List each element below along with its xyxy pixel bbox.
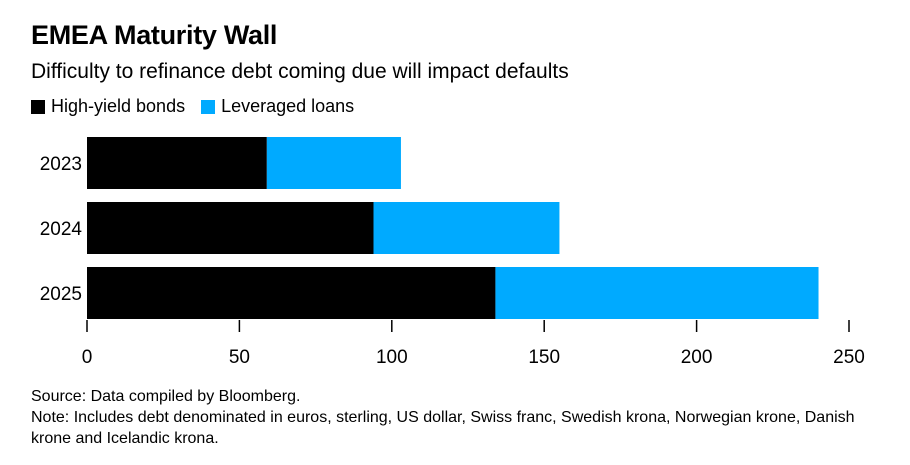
chart-title: EMEA Maturity Wall <box>31 20 278 50</box>
x-tick-label-100: 100 <box>376 347 408 368</box>
x-tick-label-0: 0 <box>82 347 93 368</box>
bar-2024-leveraged-loans <box>373 202 560 254</box>
legend-label-leveraged-loans: Leveraged loans <box>221 96 355 116</box>
chart-footer: Source: Data compiled by Bloomberg. Note… <box>31 386 891 449</box>
x-tick-label-50: 50 <box>229 347 250 368</box>
x-tick-label-250: 250 <box>833 347 865 368</box>
legend-label-high-yield: High-yield bonds <box>51 96 186 116</box>
legend-swatch-high-yield <box>31 99 45 114</box>
x-tick-label-200: 200 <box>681 347 713 368</box>
x-tick-label-150: 150 <box>528 347 560 368</box>
legend-swatch-leveraged-loans <box>201 99 216 114</box>
source-text: Source: Data compiled by Bloomberg. <box>31 388 301 405</box>
chart-subtitle: Difficulty to refinance debt coming due … <box>31 60 569 83</box>
y-tick-label-2025: 2025 <box>40 284 82 305</box>
legend-item-leveraged-loans: Leveraged loans <box>201 96 354 117</box>
bar-2023-high-yield <box>87 137 267 189</box>
y-tick-label-2024: 2024 <box>40 219 83 240</box>
legend-item-high-yield: High-yield bonds <box>31 96 185 117</box>
bar-2023-leveraged-loans <box>266 137 401 189</box>
bar-2025-leveraged-loans <box>495 267 819 319</box>
bar-2024-high-yield <box>87 202 374 254</box>
y-tick-label-2023: 2023 <box>40 154 82 175</box>
legend: High-yield bonds Leveraged loans <box>31 96 370 117</box>
note-text: Note: Includes debt denominated in euros… <box>31 409 855 447</box>
bar-2025-high-yield <box>87 267 496 319</box>
